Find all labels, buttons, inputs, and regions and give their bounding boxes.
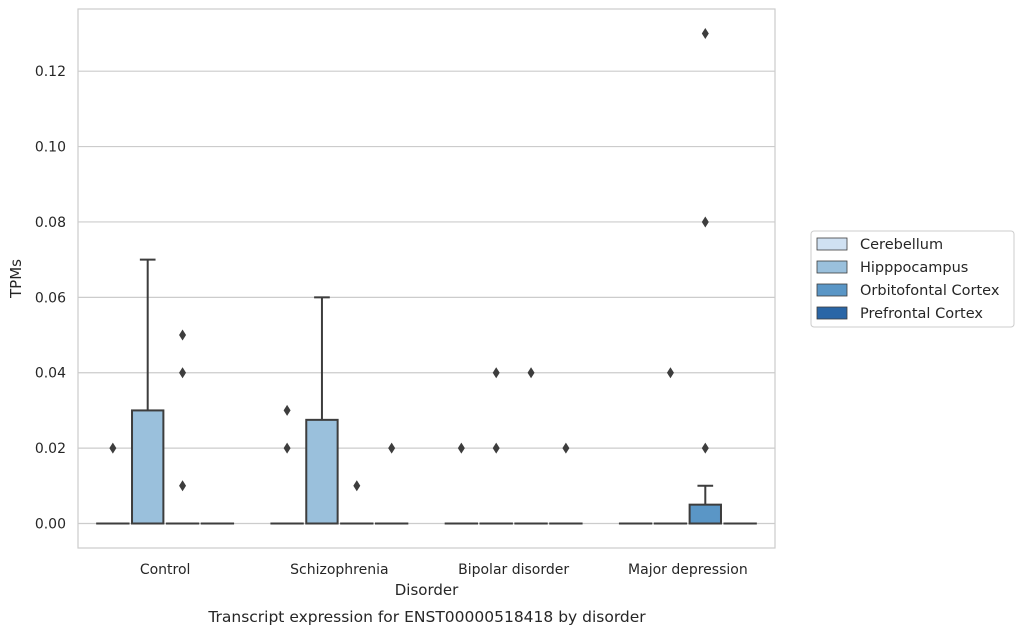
box-group <box>340 480 374 525</box>
legend-swatch <box>816 283 848 297</box>
box <box>131 409 165 525</box>
box-group <box>688 28 722 525</box>
y-tick-label: 0.02 <box>35 441 66 457</box>
legend: Cerebellum Hipppocampus Orbitofontal Corte… <box>810 230 1015 328</box>
outlier-point <box>388 442 396 454</box>
outlier-point <box>562 442 570 454</box>
box-group <box>165 329 200 525</box>
box-group <box>96 442 130 525</box>
box-group <box>653 367 688 525</box>
legend-swatch <box>816 260 848 274</box>
outlier-point <box>701 28 709 39</box>
outlier-point <box>353 480 361 492</box>
outlier-point <box>179 367 187 379</box>
legend-frame <box>810 230 1015 328</box>
outlier-point <box>527 367 535 379</box>
legend-items: Cerebellum Hipppocampus Orbitofontal Corte… <box>816 237 1000 322</box>
box-group <box>549 442 583 525</box>
outlier-point <box>492 442 500 454</box>
box-group <box>479 367 513 525</box>
y-tick-label: 0.06 <box>35 290 66 306</box>
box <box>688 503 722 525</box>
plot-area-frame <box>77 8 776 549</box>
y-tick-label: 0.00 <box>35 517 66 533</box>
legend-swatch <box>816 306 848 320</box>
legend-label: Orbitofontal Cortex <box>860 283 1000 299</box>
box-plot-marks <box>96 28 757 525</box>
box-group <box>514 367 548 525</box>
y-tick-label: 0.04 <box>35 366 66 382</box>
outlier-point <box>179 329 187 341</box>
y-tick-label: 0.10 <box>35 140 66 156</box>
x-axis-ticks: Control Schizophrenia Bipolar disorder Majo… <box>140 562 748 578</box>
outlier-point <box>109 442 117 454</box>
gridlines <box>78 70 775 525</box>
y-axis-ticks: 0.00 0.02 0.04 0.06 0.08 0.10 0.12 <box>35 64 66 532</box>
box-group <box>444 442 479 525</box>
box-group <box>131 258 165 525</box>
x-tick-label: Bipolar disorder <box>458 562 569 578</box>
legend-label: Hipppocampus <box>860 260 968 276</box>
box-group <box>305 296 339 525</box>
outlier-point <box>701 442 709 454</box>
x-tick-label: Control <box>140 562 191 578</box>
y-tick-label: 0.08 <box>35 215 66 231</box>
x-tick-label: Schizophrenia <box>290 562 388 578</box>
legend-label: Prefrontal Cortex <box>860 306 983 322</box>
outlier-point <box>283 404 291 416</box>
legend-label: Cerebellum <box>860 237 943 253</box>
x-axis-label: Disorder <box>395 581 459 599</box>
box-group <box>270 404 304 525</box>
outlier-point <box>701 216 709 228</box>
y-tick-label: 0.12 <box>35 64 66 80</box>
outlier-point <box>492 367 500 379</box>
x-tick-label: Major depression <box>628 562 748 578</box>
box-group <box>374 442 409 525</box>
box <box>305 418 339 525</box>
outlier-point <box>666 367 674 379</box>
outlier-point <box>283 442 291 454</box>
y-axis-label: TPMs <box>7 259 25 299</box>
legend-swatch <box>816 237 848 251</box>
outlier-point <box>179 480 187 492</box>
outlier-point <box>457 442 465 454</box>
chart-caption: Transcript expression for ENST0000051841… <box>207 608 646 626</box>
